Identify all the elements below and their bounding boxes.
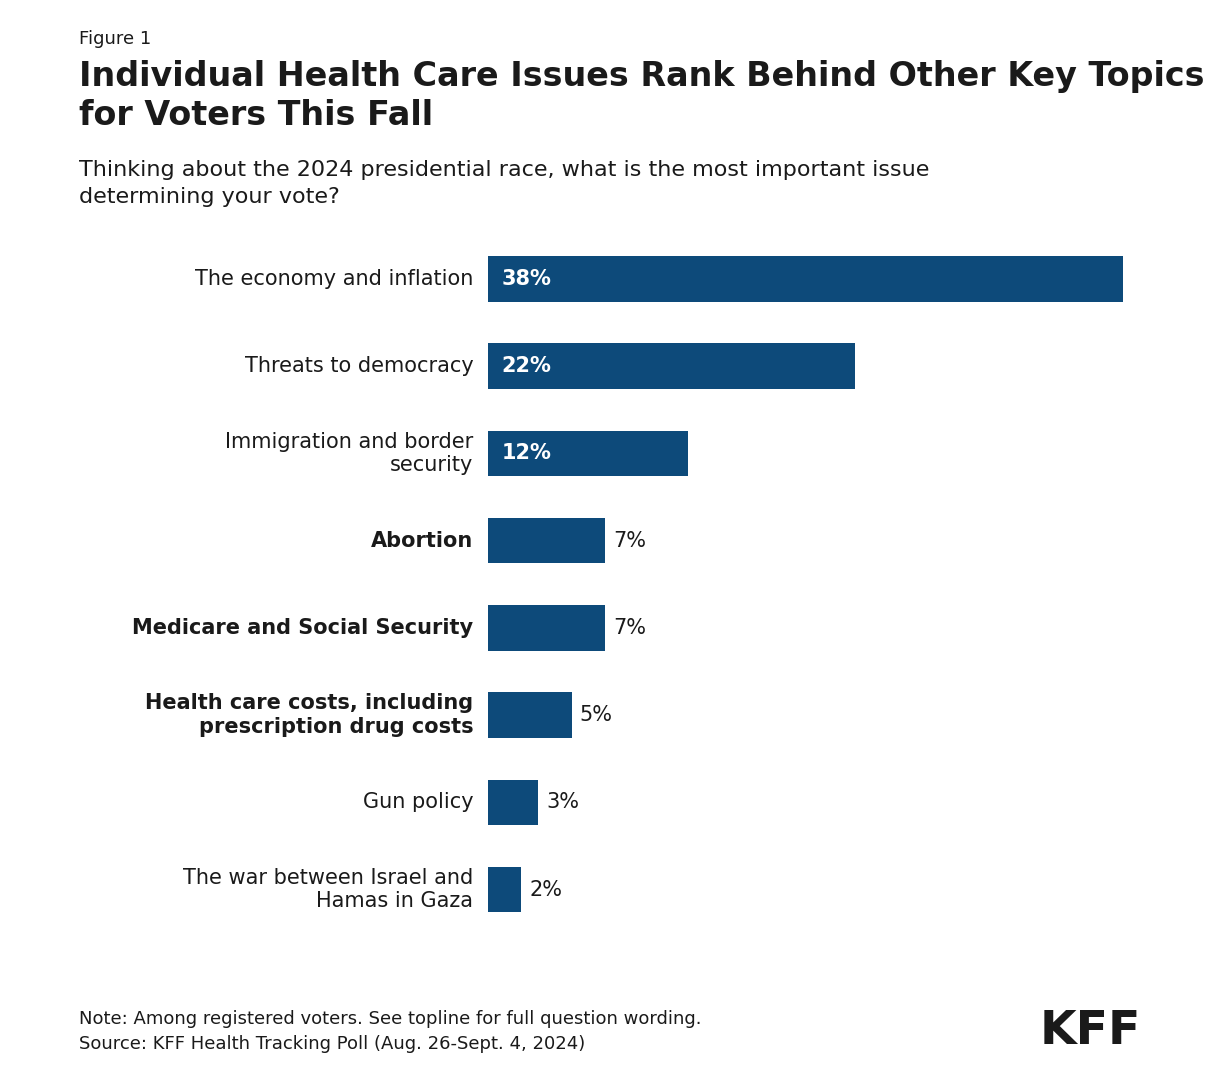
Bar: [488, 693, 571, 738]
Bar: [488, 779, 538, 825]
Bar: [488, 867, 521, 913]
Text: The war between Israel and
Hamas in Gaza: The war between Israel and Hamas in Gaza: [183, 868, 473, 912]
Text: 7%: 7%: [614, 531, 647, 551]
Text: 38%: 38%: [501, 269, 551, 289]
Text: Thinking about the 2024 presidential race, what is the most important issue
dete: Thinking about the 2024 presidential rac…: [79, 160, 930, 207]
Text: 7%: 7%: [614, 618, 647, 637]
Text: 22%: 22%: [501, 357, 551, 376]
Text: 12%: 12%: [501, 443, 551, 463]
Text: Figure 1: Figure 1: [79, 30, 151, 49]
Text: Note: Among registered voters. See topline for full question wording.
Source: KF: Note: Among registered voters. See topli…: [79, 1010, 702, 1054]
Text: Health care costs, including
prescription drug costs: Health care costs, including prescriptio…: [145, 694, 473, 737]
Text: Individual Health Care Issues Rank Behind Other Key Topics
for Voters This Fall: Individual Health Care Issues Rank Behin…: [79, 60, 1205, 132]
Text: The economy and inflation: The economy and inflation: [195, 269, 473, 289]
Text: Threats to democracy: Threats to democracy: [244, 357, 473, 376]
Text: 3%: 3%: [547, 792, 580, 812]
Text: Medicare and Social Security: Medicare and Social Security: [132, 618, 473, 637]
Text: 5%: 5%: [580, 705, 612, 725]
Bar: [488, 430, 688, 476]
Text: Gun policy: Gun policy: [362, 792, 473, 812]
Bar: [488, 605, 605, 650]
Bar: [488, 344, 855, 389]
Bar: [488, 256, 1122, 301]
Text: KFF: KFF: [1039, 1008, 1141, 1054]
Bar: [488, 518, 605, 564]
Text: 2%: 2%: [529, 879, 562, 900]
Text: Abortion: Abortion: [371, 531, 473, 551]
Text: Immigration and border
security: Immigration and border security: [226, 431, 473, 475]
